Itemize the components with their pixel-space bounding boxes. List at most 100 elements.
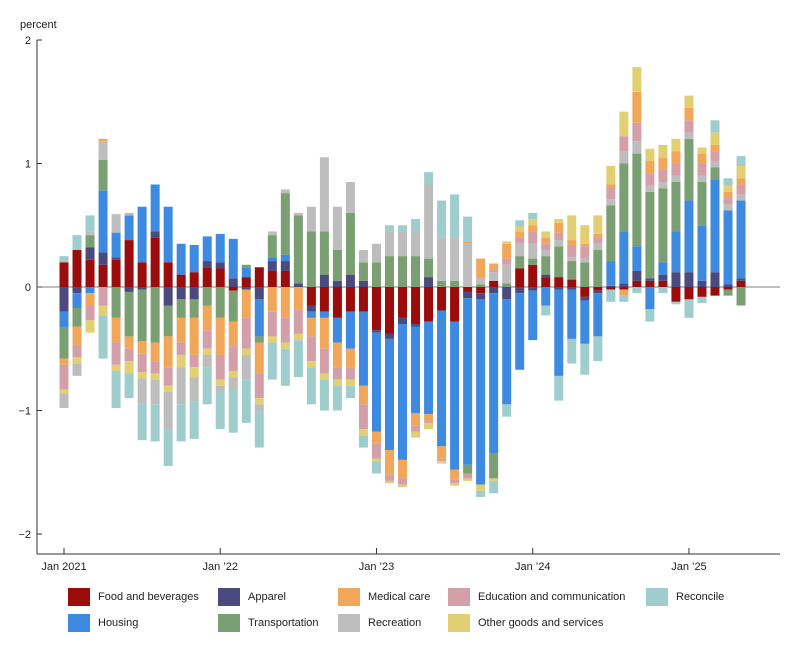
- bar-segment-apparel: [228, 278, 238, 287]
- bar-segment-housing: [658, 262, 668, 275]
- bar-segment-food: [215, 268, 225, 287]
- bar-segment-reconcile: [476, 490, 486, 497]
- bar-segment-education: [163, 367, 173, 386]
- bar-segment-medical: [684, 107, 694, 121]
- bar-segment-education: [424, 420, 434, 423]
- bar-segment-apparel: [671, 272, 681, 287]
- bar-segment-housing: [437, 310, 447, 447]
- bar-segment-recreation: [450, 237, 460, 281]
- bar-segment-reconcile: [280, 348, 290, 386]
- bar-segment-apparel: [319, 274, 329, 287]
- bar-segment-apparel: [189, 287, 199, 300]
- bar-segment-housing: [398, 324, 408, 460]
- bar-segment-reconcile: [463, 216, 473, 242]
- bar-segment-recreation: [671, 175, 681, 183]
- bar-segment-housing: [345, 311, 355, 349]
- bar-segment-other: [476, 484, 486, 491]
- bar-segment-medical: [593, 233, 603, 238]
- legend-label-education: Education and communication: [478, 591, 626, 603]
- bar-segment-transport: [476, 284, 486, 287]
- bar-segment-food: [267, 270, 277, 287]
- bar-segment-food: [632, 280, 642, 287]
- bar-segment-other: [293, 333, 303, 341]
- bar-segment-education: [241, 317, 251, 349]
- bar-segment-education: [554, 232, 564, 241]
- bar-segment-other: [371, 458, 381, 462]
- bar-segment-medical: [72, 326, 82, 346]
- bar-segment-apparel: [371, 330, 381, 333]
- bar-segment-recreation: [697, 175, 707, 183]
- bar-segment-education: [437, 458, 447, 462]
- bar-segment-medical: [267, 287, 277, 312]
- bar-segment-recreation: [580, 258, 590, 263]
- chart-axes: [36, 39, 780, 555]
- bar-segment-education: [398, 478, 408, 485]
- bar-segment-food: [306, 287, 316, 306]
- bar-segment-reconcile: [189, 401, 199, 439]
- bar-segment-food: [254, 267, 264, 287]
- bar-segment-housing: [697, 225, 707, 281]
- bar-segment-apparel: [163, 287, 173, 306]
- bar-segment-transport: [371, 262, 381, 287]
- bar-segment-transport: [502, 283, 512, 287]
- bar-segment-housing: [515, 293, 525, 370]
- bar-segment-recreation: [502, 264, 512, 284]
- bar-segment-recreation: [163, 391, 173, 430]
- bar-segment-transport: [319, 231, 329, 275]
- bar-segment-education: [176, 342, 186, 355]
- bar-segment-recreation: [293, 212, 303, 216]
- bar-segment-medical: [189, 317, 199, 355]
- bar-segment-other: [437, 461, 447, 464]
- bar-segment-housing: [645, 287, 655, 310]
- bar-segment-other: [541, 231, 551, 238]
- bar-segment-other: [163, 385, 173, 392]
- bar-segment-education: [541, 243, 551, 250]
- bar-segment-transport: [684, 138, 694, 201]
- bar-segment-reconcile: [319, 379, 329, 411]
- bar-segment-housing: [124, 215, 134, 241]
- bar-segment-recreation: [554, 240, 564, 247]
- bar-segment-other: [398, 484, 408, 488]
- bar-segment-recreation: [411, 231, 421, 257]
- bar-segment-housing: [59, 311, 69, 328]
- bar-segment-food: [319, 287, 329, 312]
- bar-segment-education: [411, 425, 421, 432]
- legend-swatch-recreation: [338, 614, 360, 632]
- bar-segment-apparel: [515, 287, 525, 294]
- bar-segment-transport: [554, 246, 564, 278]
- bar-segment-reconcile: [111, 370, 121, 409]
- bar-segment-transport: [671, 182, 681, 232]
- bar-segment-food: [137, 262, 147, 287]
- bar-segment-housing: [111, 232, 121, 258]
- bar-segment-food: [541, 277, 551, 287]
- bar-segment-education: [645, 173, 655, 186]
- bar-segment-reconcile: [593, 336, 603, 362]
- bar-segment-other: [450, 483, 460, 486]
- legend-item-recreation: Recreation: [338, 613, 421, 633]
- bar-segment-housing: [502, 299, 512, 405]
- bar-segment-reconcile: [424, 172, 434, 185]
- bar-segment-housing: [189, 245, 199, 273]
- bar-segment-reconcile: [723, 178, 733, 186]
- bar-segment-food: [723, 287, 733, 290]
- bar-segment-transport: [280, 193, 290, 255]
- legend-item-food: Food and beverages: [68, 587, 199, 607]
- bar-segment-education: [736, 184, 746, 195]
- y-axis-label: percent: [20, 19, 57, 31]
- bar-segment-medical: [476, 258, 486, 278]
- bar-segment-other: [385, 480, 394, 484]
- bar-segment-food: [528, 264, 538, 287]
- bar-segment-other: [267, 336, 277, 343]
- bar-segment-education: [580, 246, 590, 259]
- bar-segment-medical: [241, 289, 251, 318]
- bar-segment-transport: [111, 287, 121, 318]
- bar-segment-other: [528, 219, 538, 226]
- bar-segment-reconcile: [215, 391, 225, 430]
- bar-segment-reconcile: [59, 256, 69, 263]
- bar-segment-transport: [723, 289, 733, 296]
- bar-segment-apparel: [580, 296, 590, 301]
- bar-segment-food: [606, 287, 616, 290]
- bar-segment-apparel: [476, 293, 486, 300]
- bar-segment-food: [202, 267, 212, 287]
- bar-segment-medical: [515, 231, 525, 238]
